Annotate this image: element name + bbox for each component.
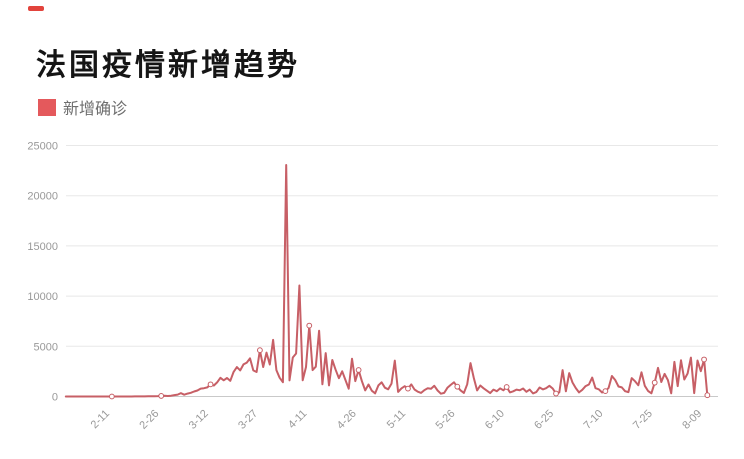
x-tick-label: 6-10 xyxy=(483,408,507,432)
y-axis-labels: 0 5000 10000 15000 20000 25000 xyxy=(27,141,58,404)
data-point-marker xyxy=(405,385,411,392)
x-tick-label: 2-26 xyxy=(137,408,161,432)
x-tick-label: 3-12 xyxy=(187,408,211,432)
legend-item-new-confirmed[interactable]: 新增确诊 xyxy=(38,95,127,119)
x-tick-label: 5-11 xyxy=(385,408,408,431)
page-title: 法国疫情新增趋势 xyxy=(36,49,300,82)
y-tick-label: 20000 xyxy=(27,191,58,203)
data-point-marker xyxy=(454,383,461,390)
data-point-marker xyxy=(355,367,362,373)
x-tick-label: 4-26 xyxy=(335,408,359,432)
data-point-marker xyxy=(306,322,313,329)
data-point-marker xyxy=(257,347,263,354)
y-tick-label: 0 xyxy=(52,392,58,404)
data-point-marker xyxy=(503,384,510,390)
x-tick-label: 7-25 xyxy=(631,408,655,432)
data-point-marker xyxy=(701,356,707,363)
y-tick-label: 15000 xyxy=(27,241,58,253)
x-tick-label: 6-25 xyxy=(532,408,556,432)
x-tick-label: 8-09 xyxy=(680,408,704,432)
x-tick-label: 4-11 xyxy=(286,408,309,431)
data-point-marker xyxy=(602,388,609,395)
legend-swatch-icon xyxy=(38,98,56,116)
top-left-red-dash xyxy=(28,6,44,11)
data-point-marker xyxy=(207,381,214,388)
legend-label: 新增确诊 xyxy=(63,101,128,118)
series-point-markers xyxy=(108,322,711,400)
x-tick-label: 2-11 xyxy=(89,408,112,431)
y-tick-label: 10000 xyxy=(27,291,58,303)
y-tick-label: 5000 xyxy=(34,341,58,353)
x-tick-label: 5-26 xyxy=(433,408,457,432)
series-line-new-confirmed xyxy=(64,164,709,398)
x-tick-label: 3-27 xyxy=(236,408,260,432)
y-tick-label: 25000 xyxy=(27,141,58,153)
data-point-marker xyxy=(108,393,115,400)
data-point-marker xyxy=(651,379,658,386)
gridlines xyxy=(66,145,718,397)
x-tick-label: 7-10 xyxy=(582,408,606,432)
x-axis-labels: 2-11 2-26 3-12 3-27 4-11 4-26 5-11 5-26 6-10 6-25… xyxy=(89,408,705,432)
data-point-marker xyxy=(158,393,165,399)
data-point-marker xyxy=(553,390,559,397)
data-point-marker xyxy=(704,392,711,399)
